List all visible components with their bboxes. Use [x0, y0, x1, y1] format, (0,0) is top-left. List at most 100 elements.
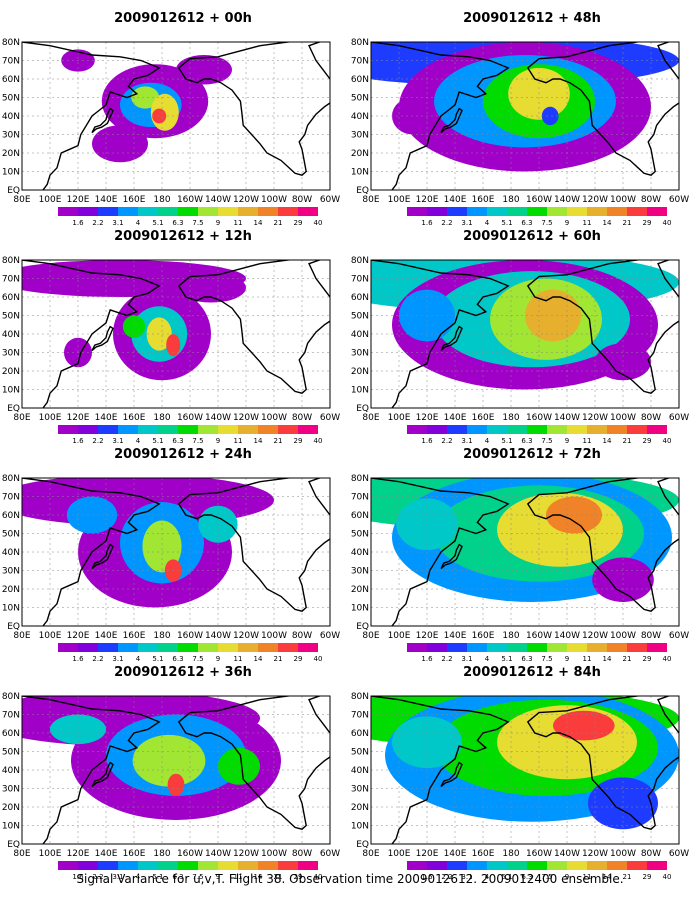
colorbar-swatch [467, 643, 487, 652]
longitude-label: 120E [416, 631, 439, 641]
latitude-label: 40N [2, 548, 20, 558]
longitude-label: 80W [641, 631, 661, 641]
latitude-label: 10N [2, 822, 20, 832]
latitude-label: 50N [2, 312, 20, 322]
variance-contour [152, 108, 167, 124]
colorbar-swatch [427, 425, 447, 434]
coastline [526, 42, 679, 176]
latitude-label: 40N [351, 766, 369, 776]
variance-field [371, 696, 679, 844]
latitude-label: EQ [7, 622, 20, 632]
longitude-label: 180 [153, 631, 170, 641]
colorbar-label: 11 [234, 437, 243, 445]
longitude-label: 100W [261, 849, 287, 859]
latitude-label: 70N [2, 275, 20, 285]
colorbar-swatch [627, 643, 647, 652]
longitude-label: 60W [669, 631, 689, 641]
coastline [22, 42, 161, 190]
map-frame [21, 695, 331, 845]
variance-field [22, 260, 330, 408]
latitude-label: 40N [2, 112, 20, 122]
colorbar-swatch [278, 425, 298, 434]
coastline [440, 761, 463, 788]
colorbar-swatch [507, 643, 527, 652]
map-panel: 2009012612 + 60h 80E 100E 120E 140E 160E 180 16… [351, 229, 689, 445]
colorbar-label: 9 [565, 873, 569, 881]
colorbar-swatch [138, 861, 158, 870]
colorbar-swatch [258, 861, 278, 870]
colorbar-label: 4 [485, 655, 490, 663]
panel-title: 2009012612 + 36h [114, 665, 252, 680]
colorbar-label: 7.5 [192, 219, 203, 227]
longitude-label: 140W [554, 413, 580, 423]
panel-title: 2009012612 + 00h [114, 11, 252, 26]
coastline [177, 42, 330, 176]
longitude-label: 140W [205, 849, 231, 859]
colorbar-label: 11 [583, 655, 592, 663]
colorbar-swatch [487, 643, 507, 652]
colorbar-swatch [198, 861, 218, 870]
colorbar-swatch [567, 861, 587, 870]
colorbar-label: 3.1 [112, 655, 123, 663]
coastline [91, 543, 114, 570]
colorbar-swatch [647, 861, 667, 870]
latitude-label: 70N [351, 493, 369, 503]
colorbar-swatch [587, 207, 607, 216]
latitude-label: 40N [351, 112, 369, 122]
variance-contour [588, 777, 658, 830]
longitude-label: 100W [261, 631, 287, 641]
latitude-label: 20N [2, 149, 20, 159]
colorbar-label: 40 [663, 219, 672, 227]
longitude-label: 180 [502, 631, 519, 641]
map-frame [21, 41, 331, 191]
colorbar-label: 3.1 [112, 219, 123, 227]
colorbar-label: 4 [485, 437, 490, 445]
colorbar-label: 1.6 [72, 873, 84, 881]
colorbar-label: 4 [136, 873, 141, 881]
colorbar-label: 9 [565, 219, 569, 227]
variance-field [22, 42, 330, 190]
longitude-label: 100E [39, 413, 62, 423]
colorbar-label: 21 [274, 219, 283, 227]
longitude-label: 80E [362, 631, 379, 641]
colorbar-swatch [587, 643, 607, 652]
colorbar-label: 21 [623, 873, 632, 881]
colorbar-swatch [138, 207, 158, 216]
colorbar-swatch [607, 425, 627, 434]
colorbar-swatch [138, 643, 158, 652]
longitude-label: 160W [526, 849, 552, 859]
latitude-label: 30N [351, 131, 369, 141]
colorbar-swatch [158, 861, 178, 870]
longitude-label: 160E [123, 195, 146, 205]
coastline [177, 478, 330, 612]
variance-field [371, 42, 679, 190]
colorbar-swatch [447, 207, 467, 216]
latitude-label: 60N [2, 729, 20, 739]
colorbar-label: 9 [565, 655, 569, 663]
colorbar-label: 3.1 [461, 873, 472, 881]
colorbar-label: 14 [254, 219, 263, 227]
longitude-label: 80E [362, 195, 379, 205]
colorbar-label: 2.2 [92, 873, 103, 881]
longitude-label: 80E [13, 849, 30, 859]
colorbar-label: 3.1 [461, 655, 472, 663]
colorbar-swatch [278, 207, 298, 216]
latitude-label: 20N [351, 585, 369, 595]
longitude-label: 100E [388, 195, 411, 205]
longitude-label: 120W [582, 631, 608, 641]
longitude-label: 100E [39, 195, 62, 205]
longitude-label: 140W [554, 849, 580, 859]
longitude-label: 100W [610, 413, 636, 423]
colorbar-label: 4 [485, 873, 490, 881]
map-frame [370, 41, 680, 191]
longitude-label: 60W [669, 413, 689, 423]
latitude-label: 60N [351, 293, 369, 303]
latitude-label: EQ [356, 840, 369, 850]
colorbar-label: 6.3 [521, 873, 532, 881]
colorbar-swatch [118, 643, 138, 652]
colorbar-label: 21 [623, 655, 632, 663]
colorbar-label: 11 [234, 873, 243, 881]
colorbar-swatch [427, 861, 447, 870]
colorbar-label: 6.3 [521, 437, 532, 445]
colorbar-label: 21 [623, 219, 632, 227]
